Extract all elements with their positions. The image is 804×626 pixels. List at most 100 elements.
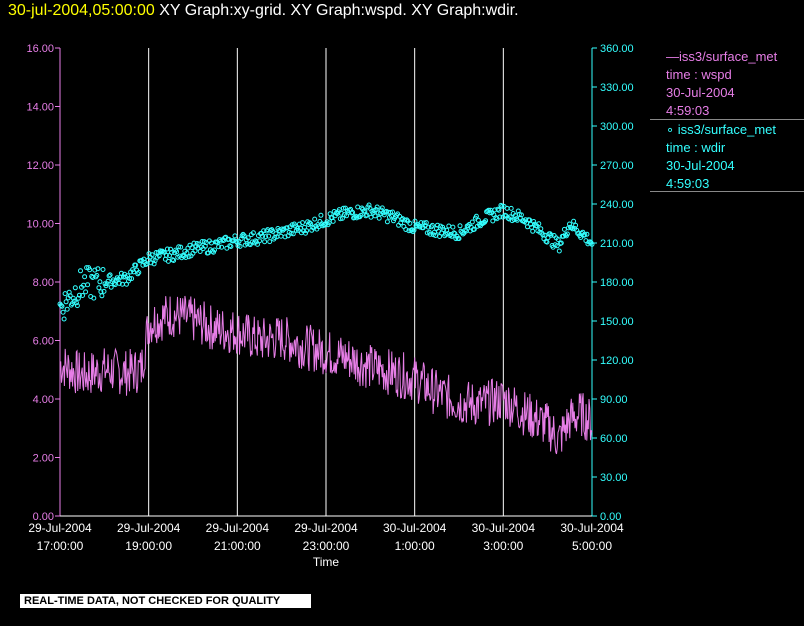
wdir-point xyxy=(156,253,162,259)
wdir-point xyxy=(164,246,170,252)
wdir-point xyxy=(59,303,65,309)
wdir-point xyxy=(376,215,382,221)
wdir-point xyxy=(384,219,390,225)
wdir-point xyxy=(267,239,273,245)
chart-title: 30-jul-2004,05:00:00 XY Graph:xy-grid. X… xyxy=(8,2,519,20)
wdir-point xyxy=(495,206,501,212)
title-text: XY Graph:xy-grid. XY Graph:wspd. XY Grap… xyxy=(159,2,519,19)
wdir-point xyxy=(569,225,574,231)
wdir-point xyxy=(255,241,260,247)
legend-wspd-line3: 30-Jul-2004 xyxy=(666,85,735,100)
wdir-point xyxy=(250,230,256,236)
x-tick-label-date: 30-Jul-2004 xyxy=(383,521,447,535)
wdir-point xyxy=(355,204,361,210)
legend-wdir-line1: ∘ iss3/surface_met xyxy=(666,122,777,137)
y-right-tick-label: 210.00 xyxy=(600,238,634,250)
wdir-point xyxy=(487,210,493,216)
wdir-point xyxy=(183,255,189,260)
wdir-point xyxy=(518,212,524,218)
wdir-point xyxy=(499,203,505,209)
wdir-point xyxy=(157,248,163,254)
x-tick-label-date: 29-Jul-2004 xyxy=(117,521,181,535)
y-right-tick-label: 180.00 xyxy=(600,277,634,289)
wdir-point xyxy=(75,295,81,301)
wdir-point xyxy=(95,266,101,272)
wdir-point xyxy=(288,230,294,236)
legend-wdir: ∘ iss3/surface_met time : wdir 30-Jul-20… xyxy=(666,121,776,193)
wdir-point xyxy=(101,288,107,294)
wdir-point xyxy=(136,270,142,275)
wdir-point xyxy=(70,295,76,301)
y-right-tick-label: 330.00 xyxy=(600,82,634,94)
wdir-point xyxy=(90,275,96,280)
wdir-point xyxy=(105,278,111,284)
y-left-tick-label: 12.00 xyxy=(26,160,54,172)
x-tick-label-time: 23:00:00 xyxy=(303,539,350,553)
wdir-point xyxy=(379,205,385,211)
wdir-point xyxy=(497,214,503,220)
wdir-point xyxy=(178,244,184,250)
wdir-point xyxy=(80,293,85,298)
wdir-point xyxy=(62,291,68,297)
wdir-point xyxy=(368,214,374,220)
y-left-tick-label: 2.00 xyxy=(33,453,54,465)
wdir-point xyxy=(496,207,502,213)
wdir-point xyxy=(97,279,103,285)
wdir-point xyxy=(412,218,418,224)
wdir-point xyxy=(149,252,155,258)
wdir-point xyxy=(212,247,217,253)
wdir-point xyxy=(312,216,318,222)
wdir-point xyxy=(72,285,78,291)
wdir-point xyxy=(417,224,423,230)
wdir-point xyxy=(192,248,198,254)
wdir-point xyxy=(339,215,345,221)
wdir-point xyxy=(363,213,369,219)
y-right-tick-label: 60.00 xyxy=(600,433,628,445)
y-left-tick-label: 0.00 xyxy=(33,511,54,523)
wdir-point xyxy=(558,240,564,246)
wdir-point xyxy=(290,231,296,237)
wdir-point xyxy=(176,244,182,250)
wdir-point xyxy=(165,258,171,264)
wdir-point xyxy=(340,205,346,211)
wdir-point xyxy=(391,218,396,224)
wdir-point xyxy=(457,223,463,229)
wdir-point xyxy=(573,222,579,228)
legend-divider xyxy=(650,119,804,120)
x-tick-label-time: 19:00:00 xyxy=(125,539,172,553)
wdir-point xyxy=(475,217,481,223)
wdir-point xyxy=(300,220,305,226)
wdir-point xyxy=(504,205,510,211)
x-tick-label-time: 3:00:00 xyxy=(483,539,523,553)
wdir-point xyxy=(85,282,91,288)
wdir-point xyxy=(303,230,308,236)
wdir-point xyxy=(304,228,310,234)
wdir-point xyxy=(473,213,479,219)
wdir-point xyxy=(390,209,395,215)
wdir-point xyxy=(374,204,380,210)
wdir-point xyxy=(429,222,435,228)
wdir-point xyxy=(530,228,536,234)
legend-wdir-line3: 30-Jul-2004 xyxy=(666,158,735,173)
wdir-point xyxy=(571,218,577,224)
wdir-point xyxy=(216,244,222,250)
wdir-point xyxy=(262,239,268,245)
wdir-point xyxy=(99,293,105,299)
wdir-point xyxy=(544,239,550,245)
wdir-point xyxy=(460,231,466,237)
wdir-point xyxy=(570,226,576,232)
wdir-point xyxy=(112,282,118,288)
wdir-point xyxy=(266,233,272,239)
y-left-tick-label: 8.00 xyxy=(33,277,54,289)
wdir-point xyxy=(127,276,133,281)
wdir-point xyxy=(282,234,288,240)
x-tick-label-date: 29-Jul-2004 xyxy=(294,521,358,535)
wdir-point xyxy=(189,245,195,251)
wdir-point xyxy=(402,217,408,223)
y-right-tick-label: 150.00 xyxy=(600,316,634,328)
wdir-point xyxy=(233,238,239,244)
wdir-point xyxy=(126,278,131,284)
wdir-point xyxy=(244,241,250,247)
wdir-point xyxy=(96,285,102,291)
